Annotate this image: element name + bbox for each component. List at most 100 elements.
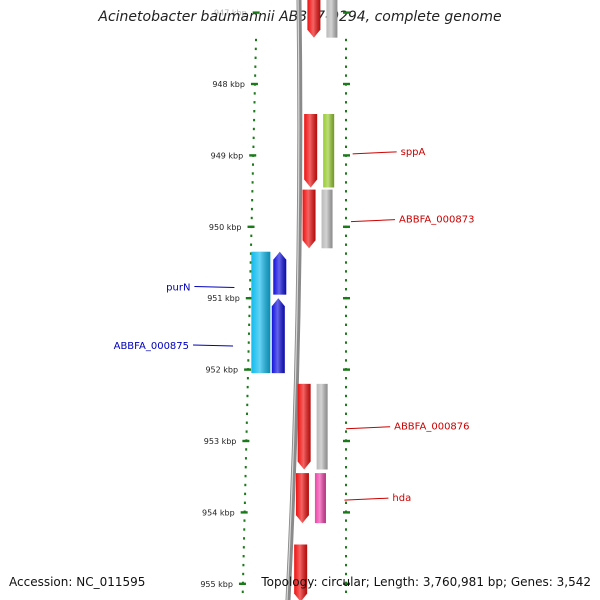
scale-dot <box>245 448 248 451</box>
tick-label: 949 kbp <box>211 151 244 160</box>
feature-shade <box>316 383 328 470</box>
major-tick <box>343 11 350 14</box>
tick-label: 953 kbp <box>204 437 237 446</box>
scale-dot <box>254 74 257 77</box>
scale-dot <box>345 332 347 335</box>
feature-shade <box>271 298 285 374</box>
scale-dot <box>252 127 255 131</box>
major-tick <box>343 82 350 86</box>
scale-dot <box>249 261 252 264</box>
scale-dot <box>345 563 347 567</box>
scale-dot <box>243 528 246 531</box>
scale-dot <box>249 252 252 255</box>
scale-dot <box>253 118 256 122</box>
scale-dot <box>245 421 248 424</box>
scale-dot <box>247 359 250 362</box>
major-tick <box>252 11 260 14</box>
scale-dot <box>242 563 245 567</box>
genome-stats-text: Topology: circular; Length: 3,760,981 bp… <box>261 575 591 589</box>
major-tick <box>343 511 350 514</box>
gene-label-hda: hda <box>392 493 411 504</box>
scale-dot <box>345 483 347 487</box>
feature-shade <box>326 0 338 38</box>
scale-dot <box>345 448 347 451</box>
scale-dot <box>253 92 256 95</box>
scale-dot <box>345 466 347 469</box>
scale-dot <box>251 181 254 184</box>
scale-dot <box>345 546 347 549</box>
scale-dot <box>251 172 254 175</box>
scale-dot <box>345 323 347 326</box>
scale-dot <box>345 47 347 51</box>
scale-dot <box>345 474 347 478</box>
scale-dot <box>345 110 347 113</box>
scale-dot <box>345 341 347 344</box>
scale-dot <box>345 537 347 540</box>
scale-dot <box>345 118 347 122</box>
scale-dot <box>345 385 347 389</box>
label-layer: sppA ABBFA_000873 purN ABBFA_000875 ABBFA_00… <box>114 147 475 504</box>
scale-dot <box>345 243 347 246</box>
scale-dot <box>345 252 347 255</box>
scale-dot <box>246 412 249 415</box>
tick-label: 951 kbp <box>207 294 240 303</box>
scale-dot <box>345 234 347 237</box>
major-tick <box>240 511 248 514</box>
scale-dot <box>242 572 245 576</box>
scale-dot <box>345 350 347 353</box>
tick-label: 952 kbp <box>205 366 238 375</box>
scale-dot <box>251 190 254 193</box>
gene-label-abbfa_000876: ABBFA_000876 <box>394 422 469 433</box>
scale-dot <box>244 457 247 460</box>
major-tick <box>343 582 350 585</box>
tick-label: 947 kbp <box>214 9 247 18</box>
scale-dot <box>248 305 251 309</box>
feature-shade <box>294 544 308 600</box>
scale-dot <box>345 163 347 166</box>
scale-dot <box>252 136 255 140</box>
feature-shade <box>323 113 335 188</box>
major-tick <box>249 154 257 157</box>
scale-dot <box>345 572 347 576</box>
scale-dot <box>345 207 347 211</box>
feature-shade <box>321 189 333 249</box>
scale-dot <box>345 65 347 68</box>
scale-dot <box>345 190 347 193</box>
scale-dot <box>345 555 347 558</box>
backbone-highlight <box>286 0 300 600</box>
scale-dot <box>345 181 347 184</box>
label-leader-line <box>194 285 235 288</box>
tick-label: 950 kbp <box>209 223 242 232</box>
feature-shade <box>251 251 271 374</box>
major-tick <box>245 297 253 300</box>
scale-dot <box>252 163 255 166</box>
accession-text: Accession: NC_011595 <box>9 575 146 589</box>
scale-dot <box>345 457 347 460</box>
feature-shade <box>307 0 321 38</box>
major-tick <box>247 225 255 228</box>
scale-dot <box>345 412 347 415</box>
feature-shade <box>297 383 311 470</box>
scale-dot <box>253 110 256 113</box>
scale-dot <box>345 288 347 291</box>
scale-dot <box>250 216 253 220</box>
label-leader-line <box>351 219 396 223</box>
major-tick <box>343 225 350 228</box>
scale-dot <box>345 101 347 104</box>
scale-dot <box>252 145 255 148</box>
scale-dot <box>345 403 347 407</box>
scale-dot <box>249 279 252 282</box>
scale-dot <box>345 216 347 220</box>
scale-dot <box>345 172 347 175</box>
scale-dot <box>345 270 347 273</box>
scale-dot <box>345 492 347 496</box>
scale-dot <box>254 56 257 59</box>
scale-dot <box>244 492 247 496</box>
gene-label-abbfa_000873: ABBFA_000873 <box>399 215 474 226</box>
tick-layer: 947 kbp 948 kbp 949 kbp 950 kbp 951 kbp 952 k… <box>200 9 350 593</box>
scale-dot <box>244 474 247 478</box>
scale-dot <box>247 350 250 353</box>
major-tick <box>242 439 250 443</box>
scale-dot <box>250 243 253 246</box>
